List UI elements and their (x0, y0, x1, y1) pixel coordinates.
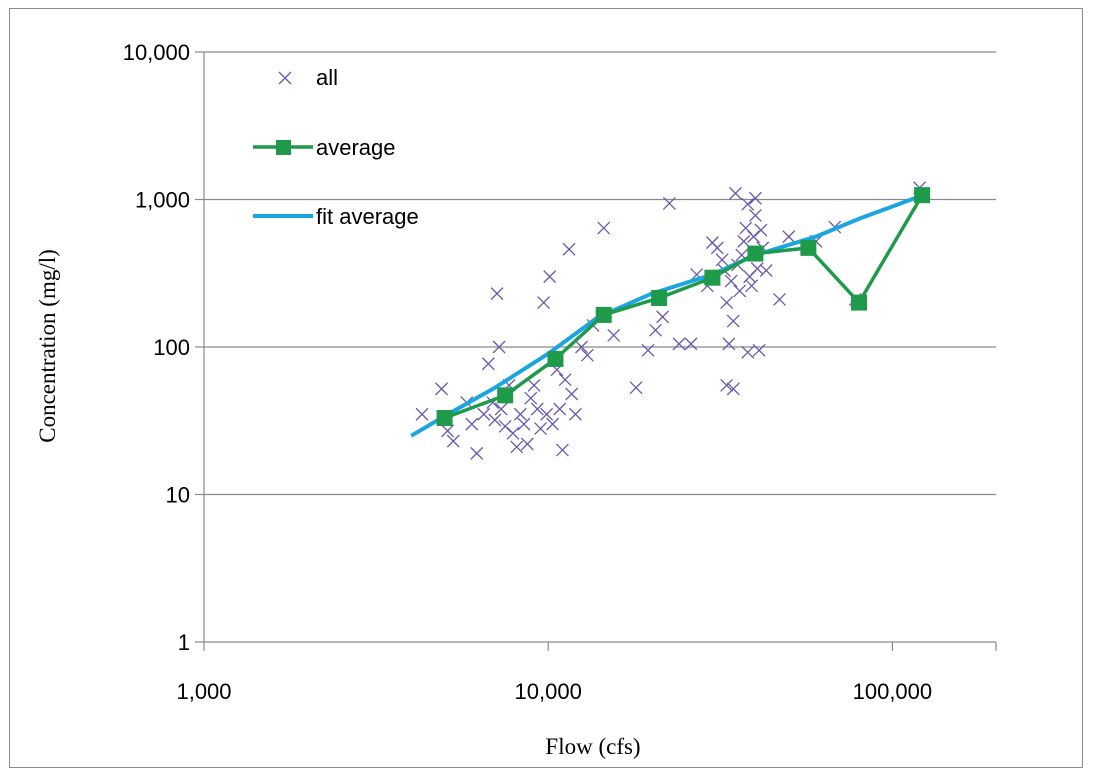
scatter-point-all (471, 447, 483, 459)
scatter-point-all (566, 388, 578, 400)
scatter-point-all (544, 271, 556, 283)
scatter-point-all (742, 346, 754, 358)
legend-marker-average (276, 140, 291, 155)
scatter-point-all (760, 265, 772, 277)
legend-marker-all (279, 72, 291, 84)
average-point (497, 387, 513, 403)
scatter-point-all (478, 408, 490, 420)
y-tick-label: 100 (153, 335, 190, 360)
scatter-point-all (642, 344, 654, 356)
scatter-point-all (581, 349, 593, 361)
average-point (547, 351, 563, 367)
scatter-point-all (491, 288, 503, 300)
scatter-point-all (507, 427, 519, 439)
scatter-point-all (721, 379, 733, 391)
average-point (437, 410, 453, 426)
scatter-point-all (416, 408, 428, 420)
legend-label-fit-average: fit average (316, 204, 419, 229)
scatter-point-all (598, 222, 610, 234)
scatter-point-all (716, 254, 728, 266)
average-point (747, 246, 763, 262)
scatter-point-all (436, 383, 448, 395)
legend-label-average: average (316, 135, 396, 160)
scatter-point-all (554, 403, 566, 415)
scatter-point-all (521, 438, 533, 450)
scatter-point-all (783, 231, 795, 243)
scatter-point-all (466, 418, 478, 430)
y-tick-label: 10,000 (123, 40, 190, 65)
scatter-point-all (673, 338, 685, 350)
scatter-point-all (556, 444, 568, 456)
scatter-point-all (727, 315, 739, 327)
scatter-point-all (563, 243, 575, 255)
y-tick-label: 1,000 (135, 188, 190, 213)
scatter-point-all (729, 187, 741, 199)
legend: all average fit average (253, 65, 419, 229)
scatter-point-all (749, 192, 761, 204)
x-tick-label: 10,000 (515, 679, 582, 704)
tick-labels: 1 10 100 1,000 10,000 1,000 10,000 100,000 (123, 40, 932, 704)
scatter-point-all (518, 418, 530, 430)
fit-average-line (411, 196, 919, 435)
scatter-point-all (528, 379, 540, 391)
scatter-point-all (495, 403, 507, 415)
scatter-point-all (630, 382, 642, 394)
x-tick-label: 100,000 (853, 679, 933, 704)
average-point (800, 240, 816, 256)
y-axis-title: Concentration (mg/l) (35, 249, 60, 443)
legend-label-all: all (316, 65, 338, 90)
x-axis-title: Flow (cfs) (545, 734, 640, 759)
y-tick-label: 10 (166, 483, 190, 508)
scatter-point-all (511, 441, 523, 453)
scatter-point-all (774, 293, 786, 305)
scatter-point-all (723, 338, 735, 350)
scatter-point-all (657, 311, 669, 323)
average-line (445, 195, 922, 418)
scatter-point-all (746, 280, 758, 292)
scatter-point-all (525, 392, 537, 404)
scatter-point-all (649, 324, 661, 336)
scatter-point-all (751, 263, 763, 275)
scatter-point-all (482, 358, 494, 370)
scatter-point-all (727, 383, 739, 395)
scatter-point-all (538, 297, 550, 309)
scatter-point-all (725, 275, 737, 287)
average-point (596, 307, 612, 323)
scatter-point-all (489, 414, 501, 426)
average-point (704, 270, 720, 286)
scatter-point-all (721, 297, 733, 309)
scatter-point-all (753, 344, 765, 356)
x-tick-label: 1,000 (176, 679, 231, 704)
scatter-point-all (535, 423, 547, 435)
scatter-point-all (755, 224, 767, 236)
scatter-point-all (569, 408, 581, 420)
scatter-point-all (711, 242, 723, 254)
scatter-point-all (749, 209, 761, 221)
y-tick-label: 1 (178, 630, 190, 655)
scatter-point-all (608, 329, 620, 341)
scatter-point-all (514, 408, 526, 420)
scatter-point-all (734, 285, 746, 297)
average-point (651, 290, 667, 306)
average-point (914, 187, 930, 203)
average-point (851, 295, 867, 311)
scatter-point-all (685, 338, 697, 350)
scatter-point-all (559, 374, 571, 386)
